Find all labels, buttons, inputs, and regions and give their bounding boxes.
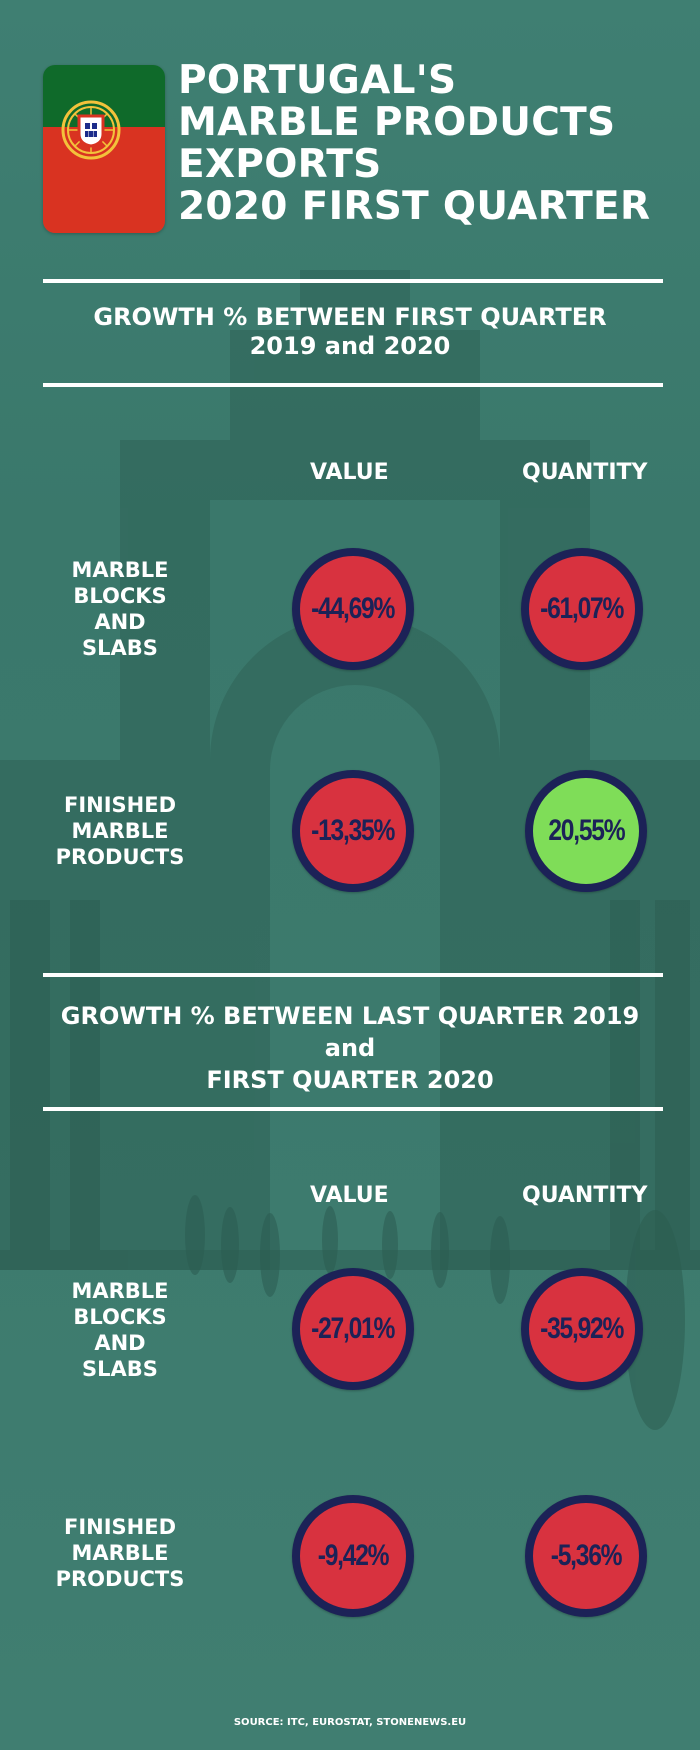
column-header-value: VALUE xyxy=(310,460,389,485)
value-bubble: -27,01% xyxy=(292,1268,414,1390)
column-header-quantity: QUANTITY xyxy=(522,460,648,485)
row-label-line: PRODUCTS xyxy=(55,1567,185,1591)
value-text: -9,42% xyxy=(317,1539,390,1572)
row-label-finished-products: FINISHED MARBLE PRODUCTS xyxy=(40,1514,200,1592)
value-bubble: -9,42% xyxy=(292,1495,414,1617)
row-label-line: FINISHED xyxy=(63,1515,177,1539)
row-label-line: MARBLE xyxy=(71,558,169,582)
divider xyxy=(43,973,663,977)
quantity-bubble: -35,92% xyxy=(521,1268,643,1390)
quantity-text: -35,92% xyxy=(540,1312,624,1345)
quantity-text: -5,36% xyxy=(550,1539,623,1572)
title-line: 2020 FIRST QUARTER xyxy=(178,184,651,229)
value-text: -13,35% xyxy=(311,814,395,847)
column-header-value: VALUE xyxy=(310,1183,389,1208)
quantity-text: 20,55% xyxy=(547,814,625,847)
quantity-bubble: -61,07% xyxy=(521,548,643,670)
row-label-line: MARBLE xyxy=(71,1541,169,1565)
value-bubble: -13,35% xyxy=(292,770,414,892)
section2-heading: GROWTH % BETWEEN LAST QUARTER 2019 and F… xyxy=(0,1000,700,1096)
value-text: -27,01% xyxy=(311,1312,395,1345)
portugal-flag-icon xyxy=(43,65,165,233)
column-header-quantity: QUANTITY xyxy=(522,1183,648,1208)
heading-line: FIRST QUARTER 2020 xyxy=(206,1066,494,1094)
heading-line: and xyxy=(324,1034,376,1062)
heading-line: 2019 and 2020 xyxy=(249,332,451,360)
value-bubble: -44,69% xyxy=(292,548,414,670)
title-line: PORTUGAL'S xyxy=(178,58,457,103)
quantity-text: -61,07% xyxy=(540,592,624,625)
row-label-line: MARBLE xyxy=(71,819,169,843)
divider xyxy=(43,279,663,283)
row-label-line: AND xyxy=(94,1331,146,1355)
value-text: -44,69% xyxy=(311,592,395,625)
row-label-line: BLOCKS xyxy=(73,1305,167,1329)
source-footnote: SOURCE: ITC, EUROSTAT, STONENEWS.EU xyxy=(233,1717,467,1728)
row-label-marble-blocks: MARBLE BLOCKS AND SLABS xyxy=(40,1278,200,1382)
title-line: MARBLE PRODUCTS xyxy=(178,100,616,145)
section1-heading: GROWTH % BETWEEN FIRST QUARTER 2019 and … xyxy=(0,303,700,361)
row-label-finished-products: FINISHED MARBLE PRODUCTS xyxy=(40,792,200,870)
divider xyxy=(43,1107,663,1111)
row-label-line: BLOCKS xyxy=(73,584,167,608)
row-label-line: AND xyxy=(94,610,146,634)
row-label-line: SLABS xyxy=(82,1357,158,1381)
row-label-marble-blocks: MARBLE BLOCKS AND SLABS xyxy=(40,557,200,661)
row-label-line: MARBLE xyxy=(71,1279,169,1303)
title-line: EXPORTS xyxy=(178,142,382,187)
heading-line: GROWTH % BETWEEN FIRST QUARTER xyxy=(93,303,607,331)
page-title: PORTUGAL'S MARBLE PRODUCTS EXPORTS 2020 … xyxy=(178,60,678,228)
row-label-line: PRODUCTS xyxy=(55,845,185,869)
quantity-bubble: -5,36% xyxy=(525,1495,647,1617)
row-label-line: FINISHED xyxy=(63,793,177,817)
quantity-bubble: 20,55% xyxy=(525,770,647,892)
divider xyxy=(43,383,663,387)
row-label-line: SLABS xyxy=(82,636,158,660)
heading-line: GROWTH % BETWEEN LAST QUARTER 2019 xyxy=(60,1002,640,1030)
